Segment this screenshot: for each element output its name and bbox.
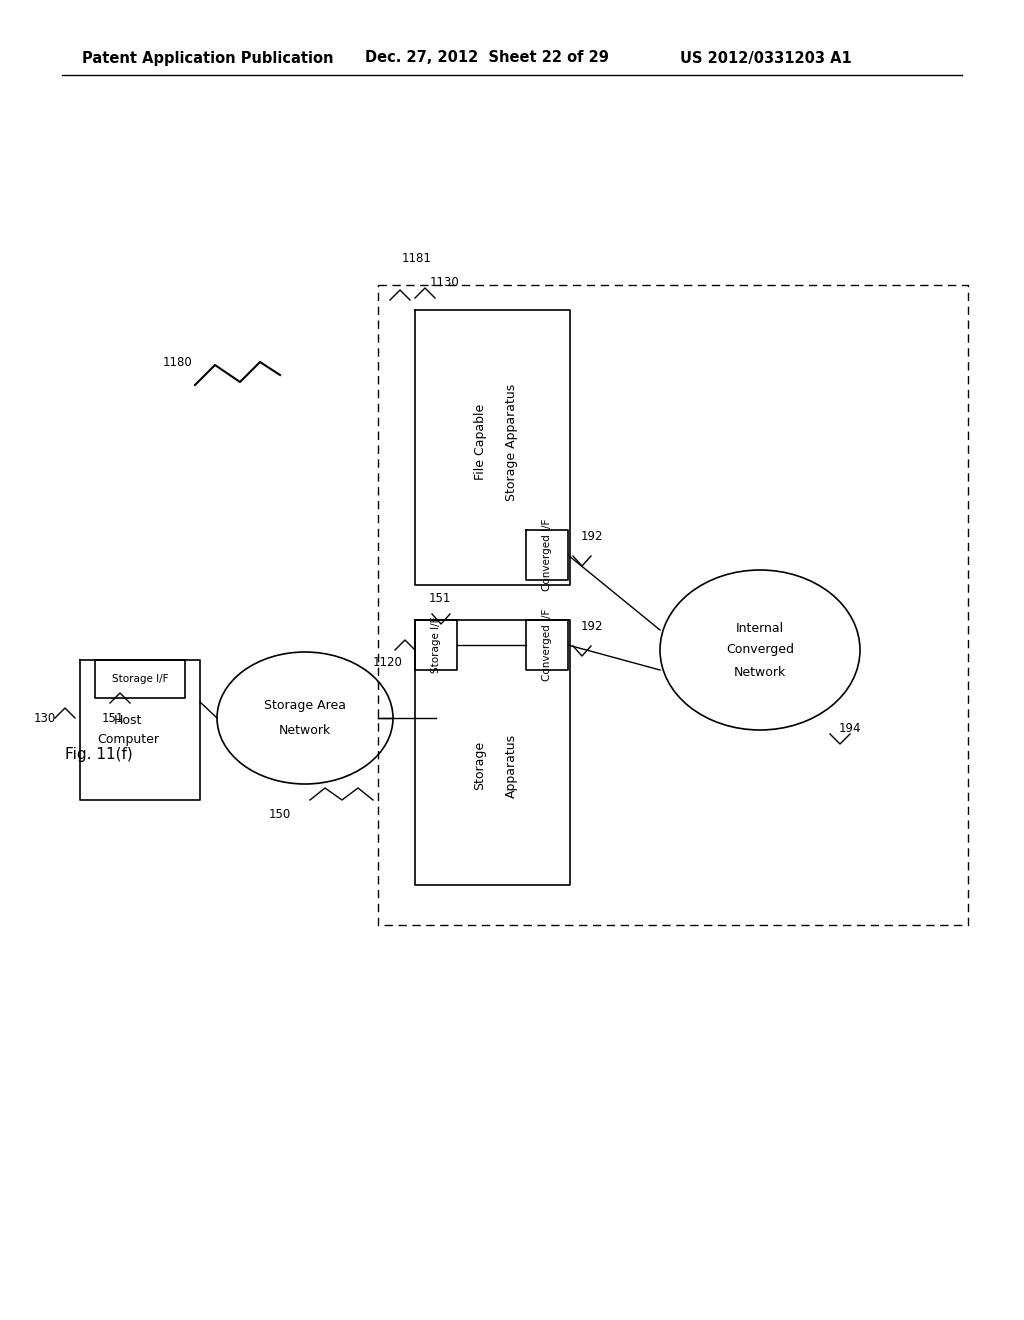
Text: Network: Network	[279, 723, 331, 737]
Text: 1181: 1181	[402, 252, 432, 264]
Text: US 2012/0331203 A1: US 2012/0331203 A1	[680, 50, 852, 66]
Text: Apparatus: Apparatus	[505, 734, 517, 797]
Text: 1130: 1130	[430, 276, 460, 289]
Text: 194: 194	[839, 722, 861, 734]
Text: Storage Area: Storage Area	[264, 700, 346, 713]
Text: Computer: Computer	[97, 734, 159, 747]
Text: 151: 151	[429, 591, 452, 605]
Text: Network: Network	[734, 665, 786, 678]
Text: Fig. 11(f): Fig. 11(f)	[65, 747, 133, 763]
Text: Converged: Converged	[726, 644, 794, 656]
Text: 150: 150	[269, 808, 291, 821]
Text: Host: Host	[114, 714, 142, 726]
Text: 151: 151	[101, 711, 124, 725]
Text: Storage: Storage	[473, 742, 486, 791]
Text: Storage Apparatus: Storage Apparatus	[505, 383, 517, 500]
Text: 1120: 1120	[373, 656, 402, 668]
Text: 130: 130	[34, 711, 56, 725]
Text: Converged I/F: Converged I/F	[542, 519, 552, 591]
Text: File Capable: File Capable	[473, 404, 486, 480]
Ellipse shape	[217, 652, 393, 784]
Text: Internal: Internal	[736, 622, 784, 635]
Text: 1180: 1180	[163, 356, 193, 370]
Ellipse shape	[660, 570, 860, 730]
Text: Patent Application Publication: Patent Application Publication	[82, 50, 334, 66]
Text: Converged I/F: Converged I/F	[542, 609, 552, 681]
Text: Storage I/F: Storage I/F	[112, 675, 168, 684]
Text: 192: 192	[581, 619, 603, 632]
Text: 192: 192	[581, 529, 603, 543]
Text: Storage I/F: Storage I/F	[431, 616, 441, 673]
Text: Dec. 27, 2012  Sheet 22 of 29: Dec. 27, 2012 Sheet 22 of 29	[365, 50, 609, 66]
